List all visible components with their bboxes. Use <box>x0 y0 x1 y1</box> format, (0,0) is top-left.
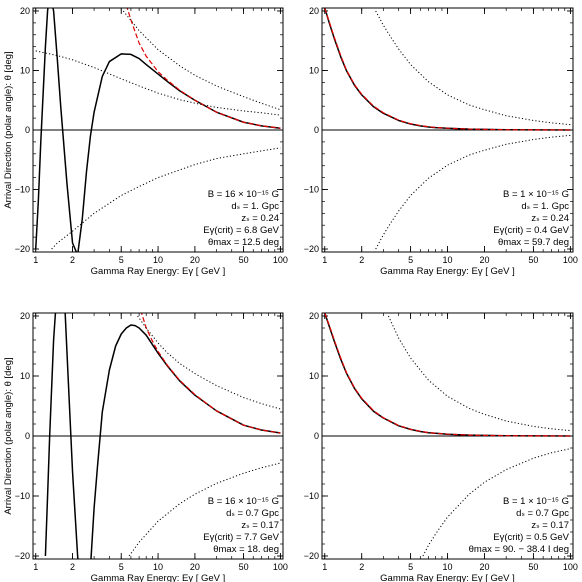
series-dotted-line <box>375 134 571 250</box>
y-tick-label: 20 <box>309 6 319 16</box>
y-tick-label: 20 <box>20 6 30 16</box>
x-tick-label: 1 <box>33 562 38 572</box>
plot-frame <box>32 312 284 560</box>
y-tick-label: 10 <box>309 65 319 75</box>
x-tick-label: 5 <box>408 255 413 265</box>
annotation-line: dₛ = 0.7 Gpc <box>516 508 569 519</box>
y-tick-label: −20 <box>15 551 30 561</box>
plot-frame <box>32 7 284 253</box>
series-dotted-line <box>375 10 571 126</box>
x-tick-label: 2 <box>70 562 75 572</box>
annotation-line: B = 16 × 10⁻¹⁵ G <box>208 189 279 200</box>
x-tick-label: 5 <box>119 255 124 265</box>
annotation-line: Eγ(crit) = 0.4 GeV <box>493 225 569 236</box>
x-tick-label: 50 <box>239 255 249 265</box>
series-dotted-line <box>51 147 281 250</box>
y-tick-label: 0 <box>314 125 319 135</box>
x-tick-label: 10 <box>153 255 163 265</box>
x-tick-label: 5 <box>119 562 124 572</box>
y-tick-label: −20 <box>304 551 319 561</box>
x-tick-label: 2 <box>359 562 364 572</box>
annotation-line: Eγ(crit) = 7.7 GeV <box>203 532 279 543</box>
annotation-line: θmax = 90. − 38.4 I deg <box>469 544 569 555</box>
x-tick-label: 20 <box>480 255 490 265</box>
series-dashed-line <box>324 8 571 131</box>
annotation-line: dₛ = 1. Gpc <box>521 201 569 212</box>
y-tick-label: −10 <box>304 491 319 501</box>
x-tick-label: 5 <box>408 562 413 572</box>
x-tick-label: 1 <box>322 562 327 572</box>
annotation-line: B = 1 × 10⁻¹⁵ G <box>503 496 569 507</box>
y-tick-label: −10 <box>15 185 30 195</box>
annotation-line: B = 1 × 10⁻¹⁵ G <box>503 189 569 200</box>
annotation-line: zₛ = 0.24 <box>531 213 569 224</box>
annotation-line: dₛ = 0.7 Gpc <box>226 508 279 519</box>
x-tick-label: 50 <box>239 562 249 572</box>
y-tick-label: 0 <box>25 125 30 135</box>
y-tick-label: −10 <box>304 185 319 195</box>
x-tick-label: 100 <box>273 562 288 572</box>
annotation-line: zₛ = 0.17 <box>241 520 279 531</box>
annotation-line: Eγ(crit) = 6.8 GeV <box>203 225 279 236</box>
x-tick-label: 50 <box>528 255 538 265</box>
y-tick-label: 10 <box>20 371 30 381</box>
x-tick-label: 2 <box>70 255 75 265</box>
y-tick-label: 20 <box>309 311 319 321</box>
plot-frame <box>321 7 574 253</box>
series-dotted-line <box>122 10 281 111</box>
series-dashed-line <box>324 313 571 437</box>
x-axis-label: Gamma Ray Energy: Eγ [ GeV ] <box>380 573 515 582</box>
y-tick-label: 20 <box>20 311 30 321</box>
series-solid-line <box>324 313 571 437</box>
y-tick-label: 0 <box>25 431 30 441</box>
y-tick-label: −20 <box>304 244 319 254</box>
series-dotted-line <box>387 315 571 432</box>
annotation-line: θmax = 59.7 deg <box>498 237 569 248</box>
x-tick-label: 10 <box>153 562 163 572</box>
x-tick-label: 20 <box>190 255 200 265</box>
series-dotted-line <box>128 462 281 557</box>
x-tick-label: 10 <box>443 255 453 265</box>
annotation-line: B = 16 × 10⁻¹⁵ G <box>208 496 279 507</box>
annotation-line: Eγ(crit) = 0.5 GeV <box>493 532 569 543</box>
y-tick-label: 0 <box>314 431 319 441</box>
annotation-line: θmax = 18. deg <box>213 544 279 555</box>
x-tick-label: 2 <box>359 255 364 265</box>
annotation-line: zₛ = 0.24 <box>241 213 279 224</box>
annotation-line: dₛ = 1. Gpc <box>231 201 279 212</box>
x-tick-label: 50 <box>528 562 538 572</box>
x-axis-label: Gamma Ray Energy: Eγ [ GeV ] <box>380 266 515 277</box>
y-axis-label: Arrival Direction (polar angle): θ [deg] <box>3 51 14 208</box>
y-axis-label: Arrival Direction (polar angle): θ [deg] <box>3 357 14 514</box>
plot-frame <box>321 312 574 560</box>
annotation-line: θmax = 12.5 deg <box>208 237 279 248</box>
x-tick-label: 10 <box>443 562 453 572</box>
x-tick-label: 100 <box>273 255 288 265</box>
x-tick-label: 20 <box>480 562 490 572</box>
y-tick-label: 10 <box>309 371 319 381</box>
y-tick-label: −10 <box>15 491 30 501</box>
x-tick-label: 100 <box>563 562 578 572</box>
series-dotted-line <box>137 315 281 410</box>
x-tick-label: 1 <box>33 255 38 265</box>
series-dotted-line <box>35 50 281 116</box>
x-axis-label: Gamma Ray Energy: Eγ [ GeV ] <box>91 573 226 582</box>
x-tick-label: 20 <box>190 562 200 572</box>
y-tick-label: −20 <box>15 244 30 254</box>
x-tick-label: 1 <box>322 255 327 265</box>
x-axis-label: Gamma Ray Energy: Eγ [ GeV ] <box>91 266 226 277</box>
series-dashed-line <box>140 313 281 434</box>
x-tick-label: 100 <box>563 255 578 265</box>
annotation-line: zₛ = 0.17 <box>531 520 569 531</box>
y-tick-label: 10 <box>20 65 30 75</box>
series-solid-line <box>324 8 571 131</box>
